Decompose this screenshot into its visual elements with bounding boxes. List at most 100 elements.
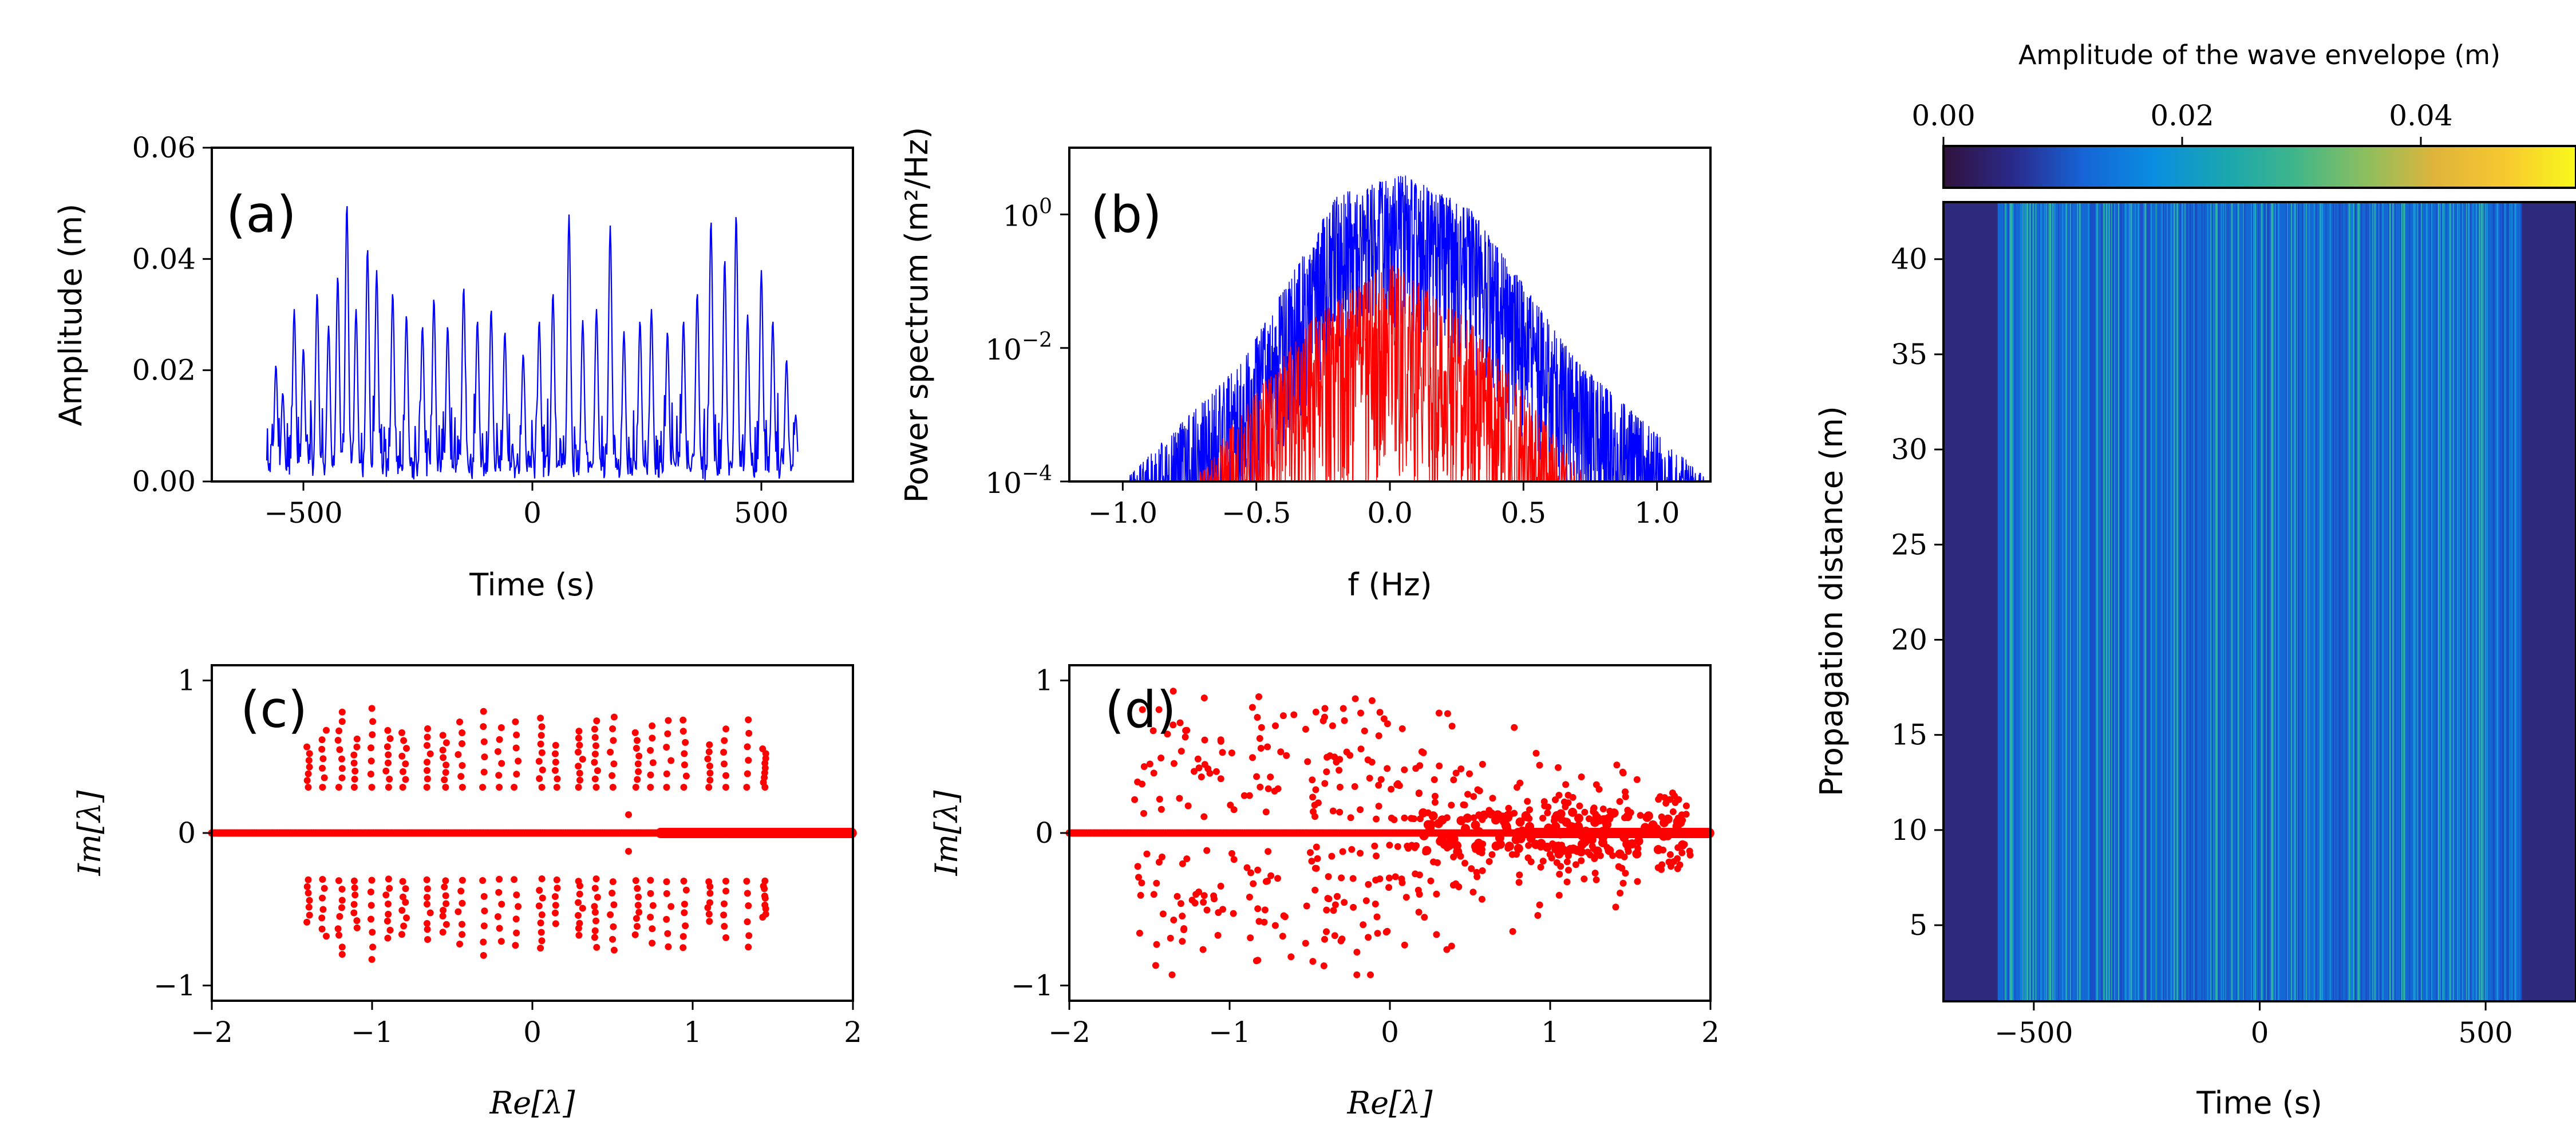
eigenvalue-point <box>1416 871 1423 879</box>
eigenvalue-point <box>1332 901 1339 909</box>
eigenvalue-point <box>1150 891 1157 898</box>
eigenvalue-point <box>1195 764 1203 772</box>
eigenvalue-point <box>745 902 752 909</box>
eigenvalue-point <box>610 760 618 768</box>
panel-d-xlabel: Re[λ] <box>1347 1085 1433 1121</box>
heatmap-ytick-label: 25 <box>1891 528 1927 561</box>
eigenvalue-point <box>513 891 520 899</box>
eigenvalue-point <box>1156 796 1163 803</box>
eigenvalue-point <box>511 876 518 883</box>
heatmap-stripe <box>2262 202 2263 1001</box>
eigenvalue-point <box>722 784 729 791</box>
panel-c-xtick-label: −2 <box>191 1016 233 1049</box>
eigenvalue-point <box>1593 781 1600 788</box>
eigenvalue-point <box>554 775 561 783</box>
eigenvalue-point <box>442 784 449 791</box>
eigenvalue-point <box>535 902 543 910</box>
eigenvalue-point <box>1353 949 1361 956</box>
heatmap-stripe <box>2170 202 2172 1001</box>
eigenvalue-point <box>1265 848 1272 855</box>
eigenvalue-point <box>400 737 408 744</box>
eigenvalue-point <box>536 887 543 894</box>
heatmap-ytick-label: 40 <box>1891 243 1927 276</box>
eigenvalue-point <box>384 934 392 942</box>
heatmap-stripe <box>2502 202 2503 1001</box>
heatmap-stripe <box>2377 202 2379 1001</box>
eigenvalue-point <box>402 760 409 768</box>
heatmap-stripe <box>2468 202 2471 1001</box>
eigenvalue-point <box>318 925 326 933</box>
heatmap-stripe <box>2266 202 2267 1001</box>
eigenvalue-point <box>1157 755 1165 761</box>
eigenvalue-point <box>1374 930 1381 937</box>
heatmap-stripe <box>2514 202 2516 1001</box>
eigenvalue-point <box>442 877 449 885</box>
heatmap-stripe <box>2215 202 2217 1001</box>
eigenvalue-point <box>591 885 599 892</box>
eigenvalue-point <box>1555 764 1562 771</box>
eigenvalue-point <box>1346 752 1354 759</box>
eigenvalue-point <box>649 939 656 947</box>
eigenvalue-point <box>1372 901 1379 907</box>
panel-a-amplitude-vs-time: −500 0 500 0.00 0.02 0.04 0.06 (a) Time (s) Am… <box>53 131 854 603</box>
heatmap-stripe <box>2298 202 2300 1001</box>
eigenvalue-point <box>306 763 313 771</box>
eigenvalue-point <box>721 760 728 768</box>
heatmap-stripe <box>2350 202 2352 1001</box>
eigenvalue-point <box>1419 831 1429 840</box>
panel-d-xtick-label: 1 <box>1541 1016 1559 1049</box>
eigenvalue-point <box>1341 717 1348 724</box>
eigenvalue-point <box>385 910 392 918</box>
eigenvalue-point <box>1302 939 1309 947</box>
heatmap-ticks: −500 0 500 5 10 15 20 25 30 35 40 <box>1891 243 2512 1049</box>
eigenvalue-point <box>1203 906 1211 914</box>
eigenvalue-point <box>576 890 583 898</box>
eigenvalue-point <box>513 731 520 739</box>
heatmap-stripe <box>2008 202 2009 1001</box>
heatmap-stripe <box>2109 202 2111 1001</box>
eigenvalue-point <box>1155 706 1163 713</box>
eigenvalue-point <box>459 784 466 791</box>
eigenvalue-point <box>1376 709 1384 716</box>
eigenvalue-point <box>353 743 361 751</box>
eigenvalue-point <box>1562 803 1569 811</box>
eigenvalue-point <box>633 745 640 752</box>
eigenvalue-point <box>1180 925 1188 932</box>
eigenvalue-point <box>1357 745 1365 753</box>
eigenvalue-point <box>1598 838 1607 847</box>
eigenvalue-point <box>1473 868 1480 876</box>
eigenvalue-point <box>384 727 392 734</box>
eigenvalue-point <box>305 903 313 911</box>
eigenvalue-point <box>705 748 713 756</box>
eigenvalue-point <box>607 911 614 918</box>
eigenvalue-point <box>1264 743 1271 751</box>
heatmap-stripe <box>2182 202 2183 1001</box>
eigenvalue-point <box>1615 863 1622 870</box>
eigenvalue-point <box>593 717 600 725</box>
eigenvalue-point <box>351 891 359 899</box>
eigenvalue-point <box>537 919 544 927</box>
panel-c-ytick-label: −1 <box>153 969 196 1002</box>
eigenvalue-point <box>1415 886 1422 894</box>
eigenvalue-point <box>1277 748 1285 756</box>
eigenvalue-point <box>338 765 346 772</box>
eigenvalue-point <box>367 889 374 895</box>
eigenvalue-point <box>576 741 583 749</box>
eigenvalue-point <box>1211 895 1218 903</box>
eigenvalue-point <box>1633 776 1641 783</box>
spectrum-line-spectrum <box>1123 175 1710 481</box>
heatmap-stripe <box>2297 202 2298 1001</box>
eigenvalue-point <box>538 875 546 882</box>
heatmap-stripe <box>2462 202 2463 1001</box>
eigenvalue-point <box>424 742 430 749</box>
eigenvalue-point <box>1179 938 1186 945</box>
eigenvalue-point <box>1508 851 1516 858</box>
eigenvalue-point <box>515 757 522 765</box>
eigenvalue-point <box>480 922 488 930</box>
eigenvalue-point <box>1243 864 1251 871</box>
eigenvalue-point <box>442 739 450 747</box>
heatmap-stripe <box>2431 202 2432 1001</box>
eigenvalue-point <box>1666 796 1673 803</box>
eigenvalue-point <box>1526 806 1533 814</box>
eigenvalue-point <box>647 784 654 791</box>
